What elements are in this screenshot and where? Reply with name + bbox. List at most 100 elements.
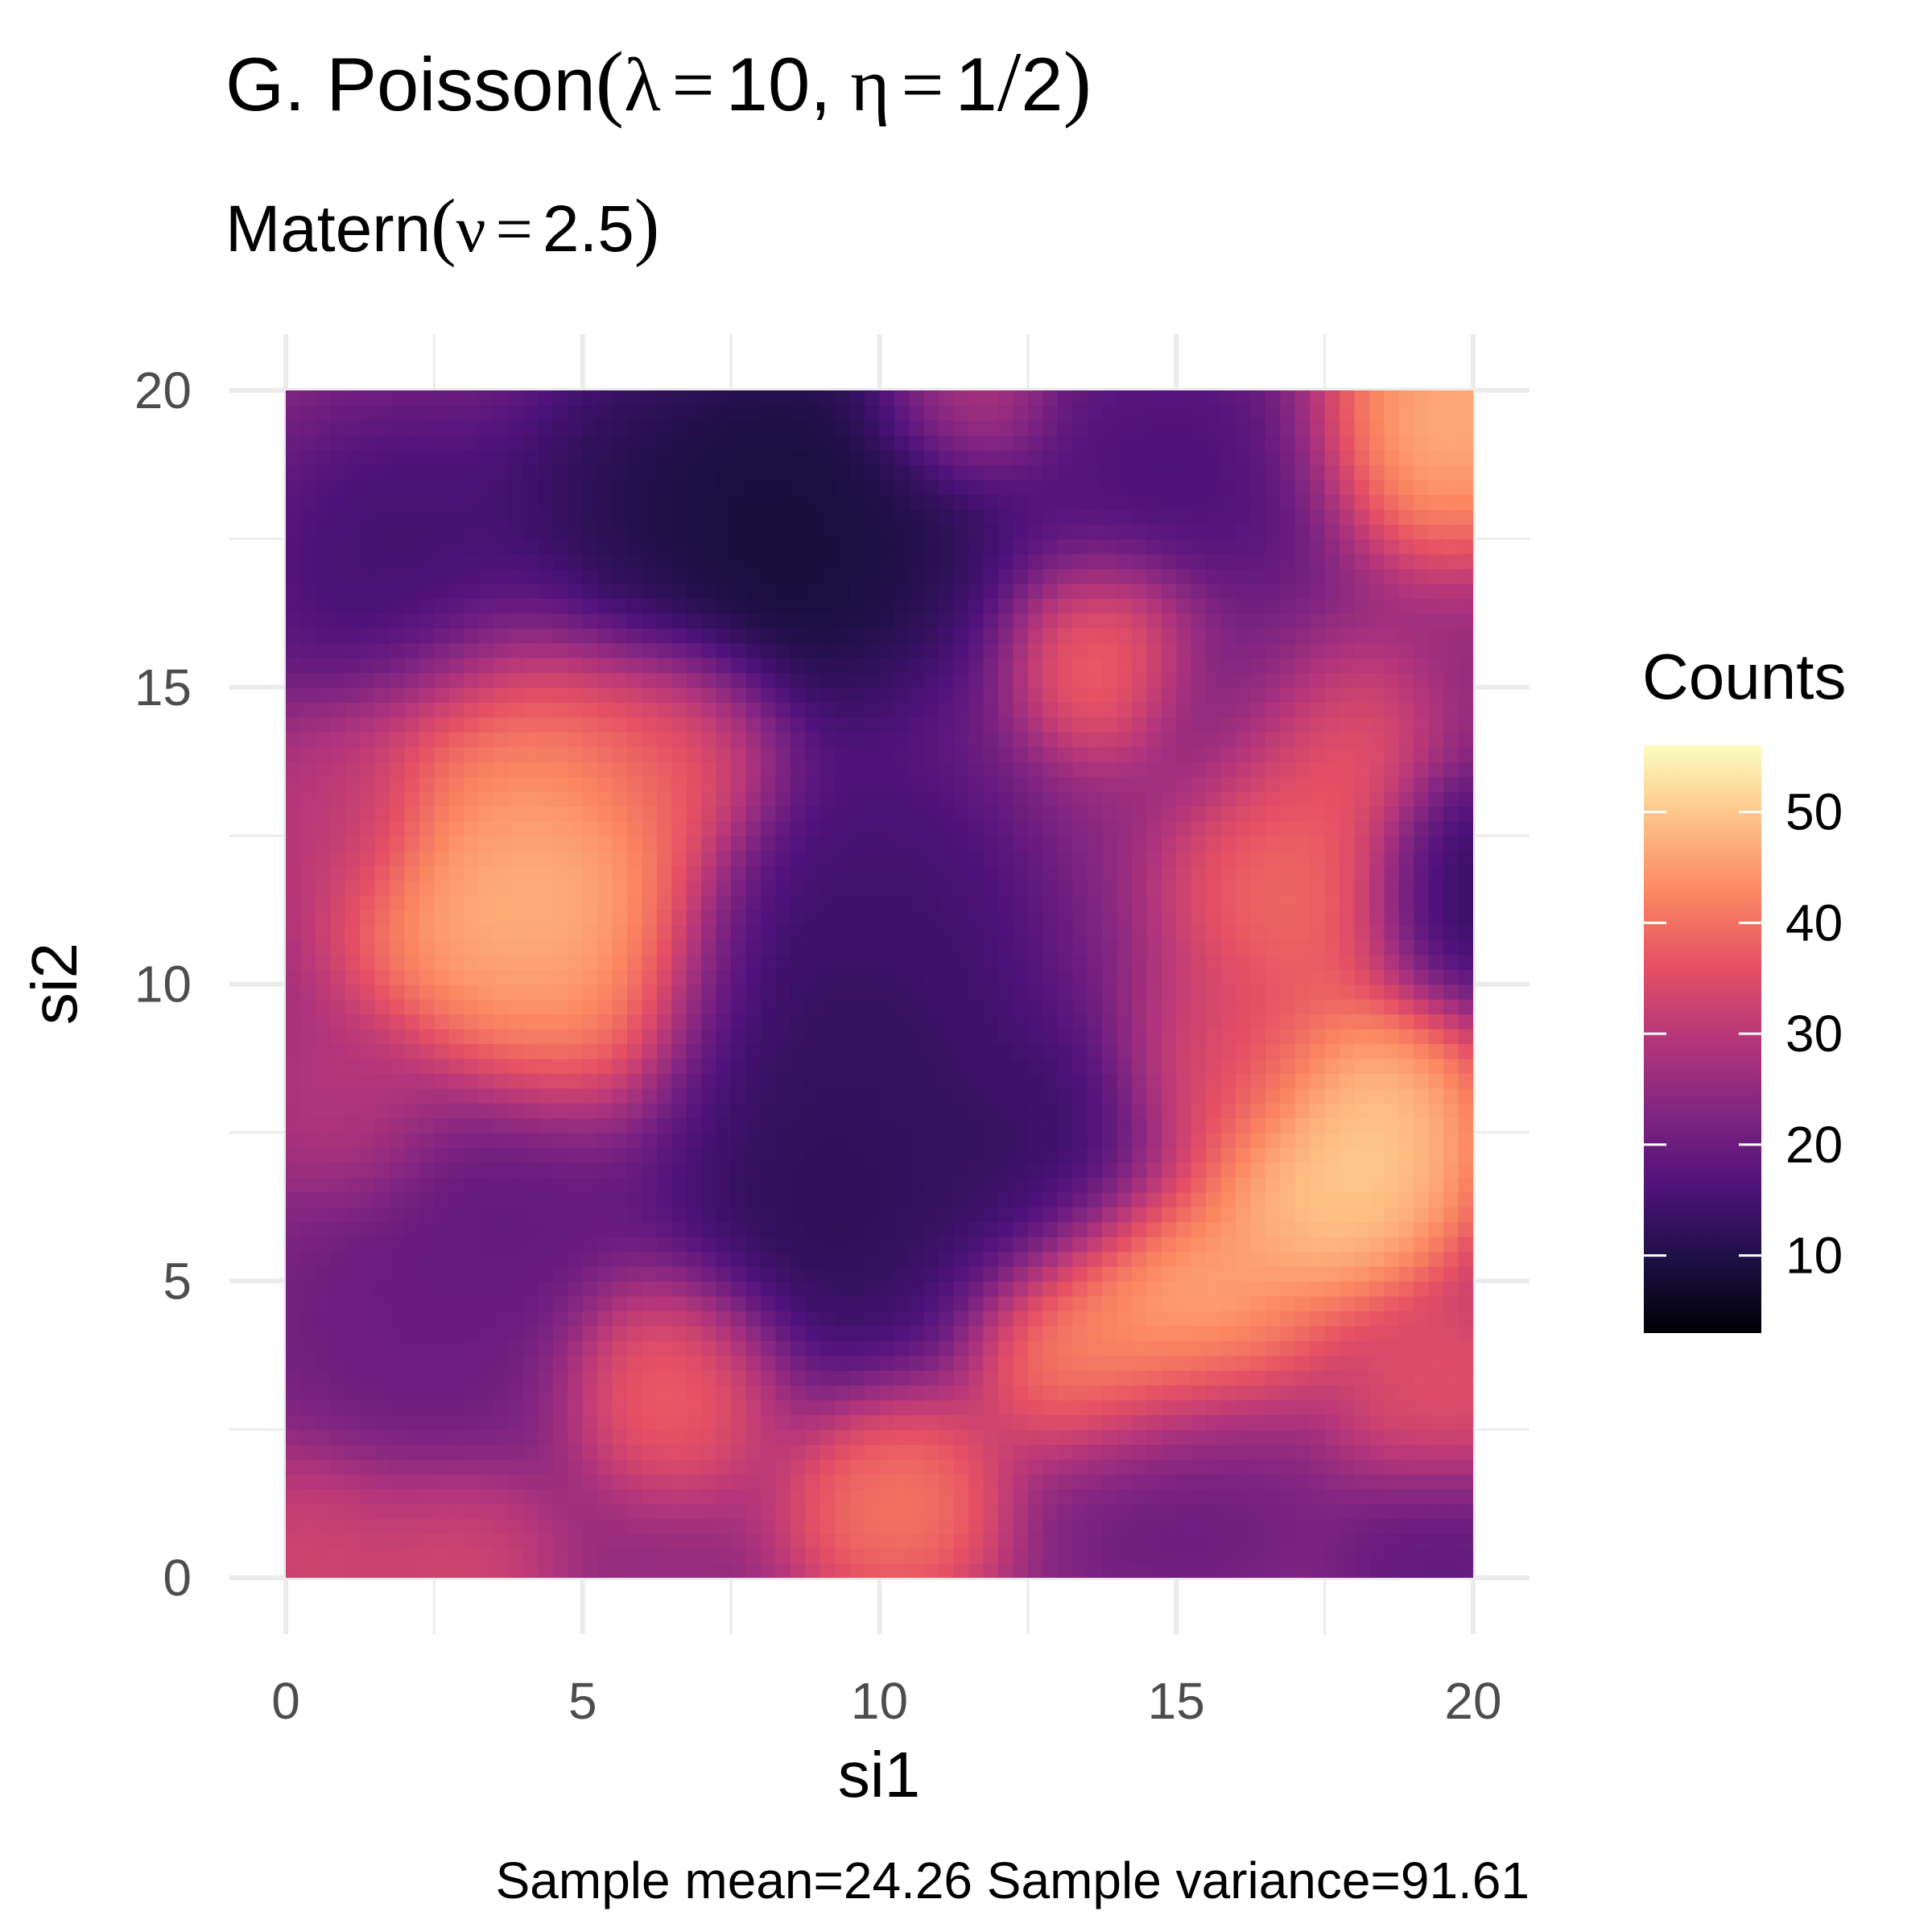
heatmap-cell: [1176, 553, 1192, 570]
heatmap-cell: [582, 910, 598, 926]
heatmap-cell: [775, 716, 791, 733]
heatmap-cell: [1161, 1162, 1178, 1178]
heatmap-cell: [835, 1340, 851, 1356]
heatmap-cell: [642, 1088, 658, 1104]
heatmap-cell: [686, 1340, 703, 1356]
heatmap-cell: [1072, 1399, 1088, 1415]
heatmap-cell: [983, 1473, 999, 1490]
heatmap-cell: [345, 1147, 361, 1163]
heatmap-cell: [1013, 1162, 1029, 1178]
heatmap-cell: [701, 1355, 717, 1371]
heatmap-cell: [434, 1251, 450, 1267]
heatmap-cell: [1191, 761, 1207, 778]
heatmap-cell: [968, 1488, 985, 1505]
heatmap-cell: [286, 583, 302, 599]
heatmap-cell: [879, 1311, 895, 1327]
heatmap-cell: [448, 509, 465, 525]
heatmap-cell: [1042, 1177, 1059, 1193]
heatmap-cell: [731, 998, 747, 1015]
heatmap-cell: [1146, 405, 1162, 421]
heatmap-cell: [775, 687, 791, 703]
heatmap-cell: [716, 435, 732, 451]
heatmap-cell: [1191, 1028, 1207, 1045]
heatmap-cell: [849, 1295, 865, 1311]
heatmap-cell: [419, 939, 436, 956]
heatmap-cell: [642, 1369, 658, 1386]
heatmap-cell: [819, 761, 836, 778]
heatmap-cell: [612, 1503, 628, 1520]
heatmap-cell: [523, 1073, 539, 1089]
heatmap-cell: [568, 924, 584, 940]
heatmap-cell: [315, 405, 332, 421]
heatmap-cell: [835, 1207, 851, 1223]
heatmap-cell: [775, 924, 791, 940]
heatmap-cell: [627, 1162, 643, 1178]
heatmap-cell: [345, 539, 361, 555]
heatmap-cell: [1102, 1207, 1118, 1223]
heatmap-cell: [998, 1207, 1014, 1223]
heatmap-cell: [716, 1088, 732, 1104]
heatmap-cell: [1027, 1058, 1044, 1074]
heatmap-cell: [790, 419, 807, 436]
heatmap-cell: [552, 1325, 569, 1341]
heatmap-cell: [1191, 806, 1207, 822]
heatmap-cell: [1176, 1013, 1192, 1030]
heatmap-cell: [1117, 1177, 1133, 1193]
heatmap-cell: [1087, 880, 1103, 896]
heatmap-cell: [1057, 910, 1073, 926]
heatmap-cell: [805, 806, 821, 822]
heatmap-cell: [1102, 850, 1118, 866]
heatmap-cell: [790, 449, 807, 465]
heatmap-cell: [909, 865, 925, 881]
heatmap-cell: [582, 1340, 598, 1356]
heatmap-cell: [1131, 1503, 1148, 1520]
heatmap-cell: [390, 954, 406, 970]
heatmap-cell: [909, 598, 925, 614]
heatmap-cell: [909, 1414, 925, 1430]
heatmap-cell: [315, 850, 332, 866]
heatmap-cell: [612, 435, 628, 451]
heatmap-cell: [953, 1548, 969, 1564]
heatmap-cell: [835, 1103, 851, 1119]
heatmap-cell: [923, 1503, 940, 1520]
heatmap-cell: [360, 924, 376, 940]
heatmap-cell: [597, 1548, 613, 1564]
heatmap-cell: [419, 865, 436, 881]
heatmap-cell: [939, 523, 955, 540]
heatmap-cell: [819, 1251, 836, 1267]
heatmap-cell: [286, 642, 302, 658]
heatmap-cell: [538, 1028, 554, 1045]
heatmap-cell: [582, 836, 598, 852]
heatmap-cell: [1042, 1459, 1059, 1475]
heatmap-cell: [939, 1399, 955, 1415]
heatmap-cell: [835, 1088, 851, 1104]
heatmap-cell: [968, 836, 985, 852]
heatmap-cell: [1042, 613, 1059, 629]
heatmap-cell: [538, 628, 554, 644]
heatmap-cell: [819, 924, 836, 940]
heatmap-cell: [805, 1414, 821, 1430]
heatmap-cell: [775, 1043, 791, 1059]
heatmap-cell: [1013, 1147, 1029, 1163]
heatmap-cell: [1087, 1043, 1103, 1059]
heatmap-cell: [1042, 1221, 1059, 1237]
heatmap-cell: [968, 1132, 985, 1149]
heatmap-cell: [686, 1295, 703, 1311]
heatmap-cell: [330, 894, 346, 911]
heatmap-cell: [879, 746, 895, 762]
heatmap-cell: [775, 568, 791, 584]
heatmap-cell: [909, 657, 925, 674]
heatmap-cell: [1072, 539, 1088, 555]
heatmap-cell: [983, 672, 999, 688]
heatmap-cell: [1146, 1132, 1162, 1149]
heatmap-cell: [805, 553, 821, 570]
heatmap-cell: [1013, 1088, 1029, 1104]
heatmap-cell: [568, 1191, 584, 1208]
heatmap-cell: [508, 806, 524, 822]
heatmap-cell: [642, 1177, 658, 1193]
heatmap-cell: [865, 1355, 881, 1371]
heatmap-cell: [597, 1518, 613, 1534]
heatmap-cell: [538, 1281, 554, 1297]
heatmap-cell: [390, 405, 406, 421]
heatmap-cell: [939, 806, 955, 822]
